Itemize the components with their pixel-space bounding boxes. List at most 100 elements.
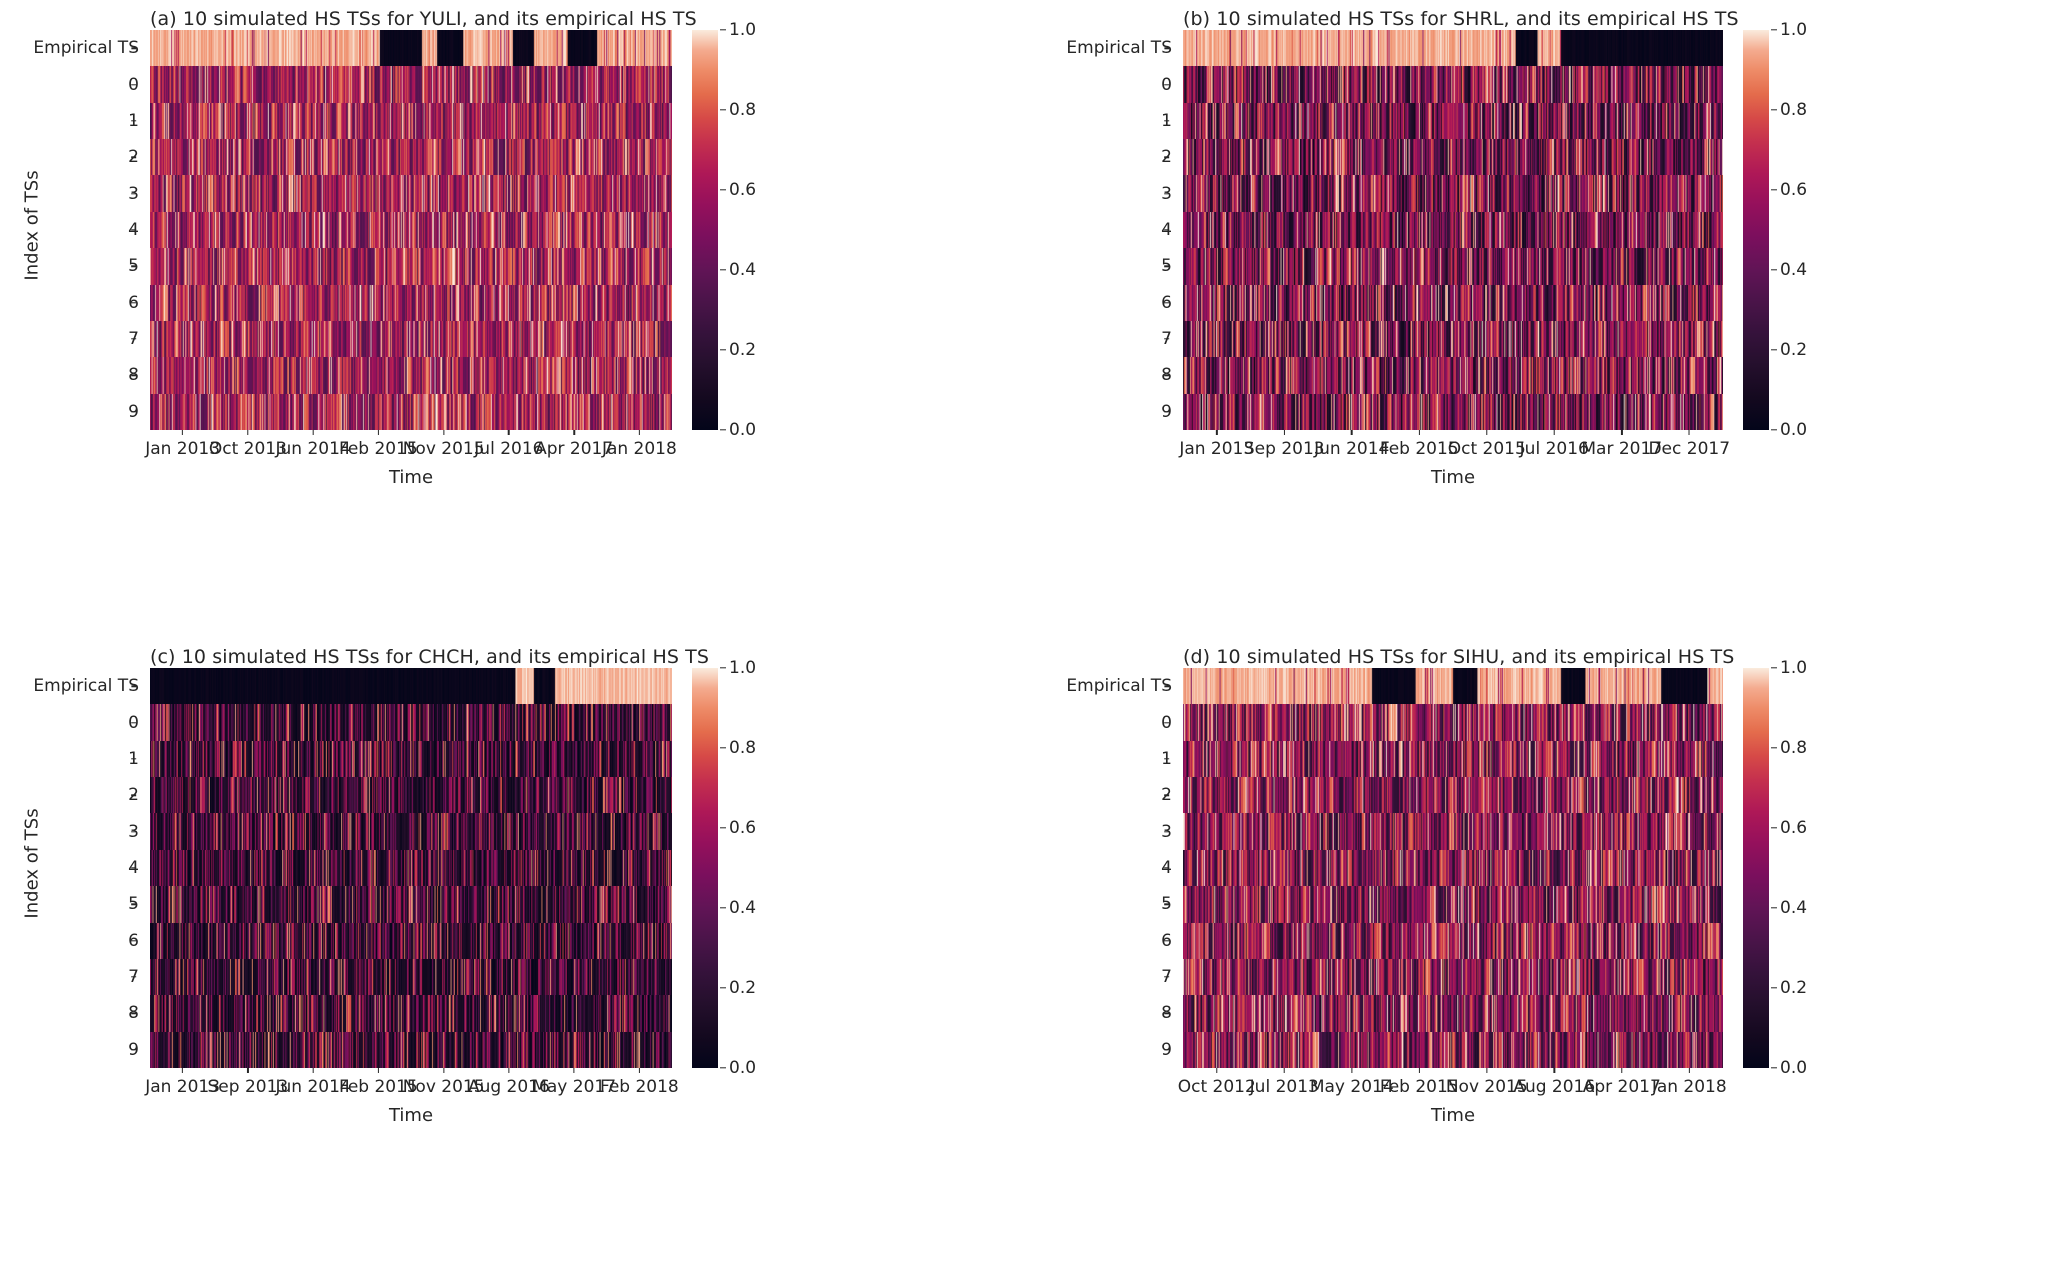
ytick-label: 7 xyxy=(1161,967,1172,988)
heatmap-row xyxy=(1183,357,1723,395)
ytick-label: 3 xyxy=(1161,183,1172,204)
ytick-label: 1 xyxy=(128,748,139,769)
colorbar-tick-label: 0.8 xyxy=(1769,738,1807,758)
ytick-label: 6 xyxy=(128,930,139,951)
panel-xlabel: Time xyxy=(1430,467,1476,488)
colorbar-tick-label: 0.6 xyxy=(718,180,756,200)
heatmap-row xyxy=(150,958,672,996)
colorbar-tick-label: 0.2 xyxy=(718,340,756,360)
ytick-label: 5 xyxy=(128,894,139,915)
panel-c-ylabel: Index of TSs xyxy=(21,808,43,919)
ytick-label: 2 xyxy=(1161,147,1172,168)
colorbar-tick-label: 0.4 xyxy=(718,898,756,918)
ytick-label: 4 xyxy=(128,220,139,240)
ytick-label: 3 xyxy=(128,183,139,204)
heatmap-row xyxy=(150,139,672,177)
xtick-label: Jul 2013 xyxy=(1249,1077,1319,1097)
xtick-label: Oct 2013 xyxy=(208,439,287,459)
panel-d-axes xyxy=(1183,668,1723,1068)
heatmap-row xyxy=(1183,740,1723,778)
heatmap-row-empirical xyxy=(150,668,672,705)
heatmap-row xyxy=(150,357,672,395)
panel-a: (a) 10 simulated HS TSs for YULI, and it… xyxy=(0,0,1033,638)
panel-d-title: (d) 10 simulated HS TSs for SIHU, and it… xyxy=(1183,646,1735,668)
ytick-label-empirical-ts: Empirical TS xyxy=(1066,676,1172,697)
ytick-label: 3 xyxy=(1161,821,1172,842)
colorbar-tick-label: 0.6 xyxy=(718,818,756,838)
heatmap-row xyxy=(150,284,672,322)
panel-c-title: (c) 10 simulated HS TSs for CHCH, and it… xyxy=(150,646,710,668)
heatmap-row xyxy=(150,886,672,924)
heatmap-row xyxy=(150,102,672,140)
ytick-label: 0 xyxy=(1161,74,1172,95)
heatmap-row xyxy=(150,922,672,960)
panel-a-ylabel: Index of TSs xyxy=(21,170,43,281)
panel-c-axes xyxy=(150,668,672,1068)
panel-d-colorbar: 1.0 0.8 0.6 0.4 0.2 0.0 xyxy=(1743,658,1807,1078)
ytick-label-empirical-ts: Empirical TS xyxy=(33,38,139,59)
panel-b-colorbar: 1.0 0.8 0.6 0.4 0.2 0.0 xyxy=(1743,20,1807,440)
ytick-label: 7 xyxy=(128,329,139,350)
panel-xlabel: Time xyxy=(388,467,434,488)
colorbar-tick-label: 0.0 xyxy=(1769,1058,1807,1078)
xtick-label: Jan 2018 xyxy=(1651,1077,1727,1097)
ytick-label: 7 xyxy=(1161,329,1172,350)
xtick-label: Nov 2015 xyxy=(402,439,485,459)
xtick-label: Jul 2016 xyxy=(474,439,544,459)
panel-b-axes xyxy=(1183,30,1723,430)
xtick-label: Jan 2013 xyxy=(145,1077,221,1097)
heatmap-row xyxy=(150,175,672,213)
heatmap-row-empirical xyxy=(150,30,672,67)
panel-xlabel: Time xyxy=(388,1105,434,1126)
heatmap-row xyxy=(1183,995,1723,1033)
colorbar-tick-label: 0.4 xyxy=(718,260,756,280)
heatmap-row xyxy=(1183,393,1723,430)
ytick-label: 7 xyxy=(128,967,139,988)
ytick-label: 0 xyxy=(128,74,139,95)
ytick-label: 6 xyxy=(1161,930,1172,951)
panel-a-colorbar: 1.0 0.8 0.6 0.4 0.2 0.0 xyxy=(692,20,756,440)
colorbar-tick-label: 1.0 xyxy=(718,658,756,678)
xtick-label: Feb 2018 xyxy=(599,1077,679,1097)
heatmap-row-empirical xyxy=(1183,30,1723,67)
ytick-label: 2 xyxy=(128,147,139,168)
heatmap-row xyxy=(150,320,672,358)
heatmap-row xyxy=(1183,813,1723,851)
panel-c-colorbar: 1.0 0.8 0.6 0.4 0.2 0.0 xyxy=(692,658,756,1078)
heatmap-row xyxy=(150,740,672,778)
ytick-label: 8 xyxy=(1161,1003,1172,1024)
ytick-label: 1 xyxy=(1161,748,1172,769)
panel-d: (d) 10 simulated HS TSs for SIHU, and it… xyxy=(1033,638,2067,1276)
ytick-label: 5 xyxy=(128,256,139,277)
ytick-label: 5 xyxy=(1161,894,1172,915)
xtick-label: Aug 2016 xyxy=(1513,1077,1596,1097)
heatmap-row xyxy=(150,995,672,1033)
colorbar-gradient xyxy=(1743,668,1769,1068)
colorbar-tick-label: 0.4 xyxy=(1769,260,1807,280)
colorbar-gradient xyxy=(692,668,718,1068)
ytick-label: 8 xyxy=(128,1003,139,1024)
xtick-label: Jun 2014 xyxy=(275,439,351,459)
heatmap-row xyxy=(150,813,672,851)
heatmap-row xyxy=(1183,886,1723,924)
ytick-label: 9 xyxy=(1161,401,1172,422)
ytick-label-empirical-ts: Empirical TS xyxy=(33,676,139,697)
xtick-label: Aug 2016 xyxy=(467,1077,550,1097)
colorbar-tick-label: 0.4 xyxy=(1769,898,1807,918)
colorbar-tick-label: 0.2 xyxy=(1769,340,1807,360)
colorbar-tick-label: 1.0 xyxy=(718,20,756,40)
xtick-label: Feb 2015 xyxy=(1379,1077,1459,1097)
colorbar-tick-label: 0.0 xyxy=(718,1058,756,1078)
heatmap-row xyxy=(150,248,672,286)
ytick-label: 9 xyxy=(128,1039,139,1060)
heatmap-row xyxy=(150,211,672,249)
colorbar-tick-label: 1.0 xyxy=(1769,20,1807,40)
colorbar-tick-label: 0.2 xyxy=(1769,978,1807,998)
xtick-label: Sep 2013 xyxy=(1243,439,1325,459)
heatmap-row xyxy=(1183,248,1723,286)
ytick-label: 4 xyxy=(1161,858,1172,878)
panel-a-axes xyxy=(150,30,672,430)
ytick-label: 8 xyxy=(128,365,139,386)
ytick-label: 0 xyxy=(128,712,139,733)
heatmap-row xyxy=(1183,958,1723,996)
